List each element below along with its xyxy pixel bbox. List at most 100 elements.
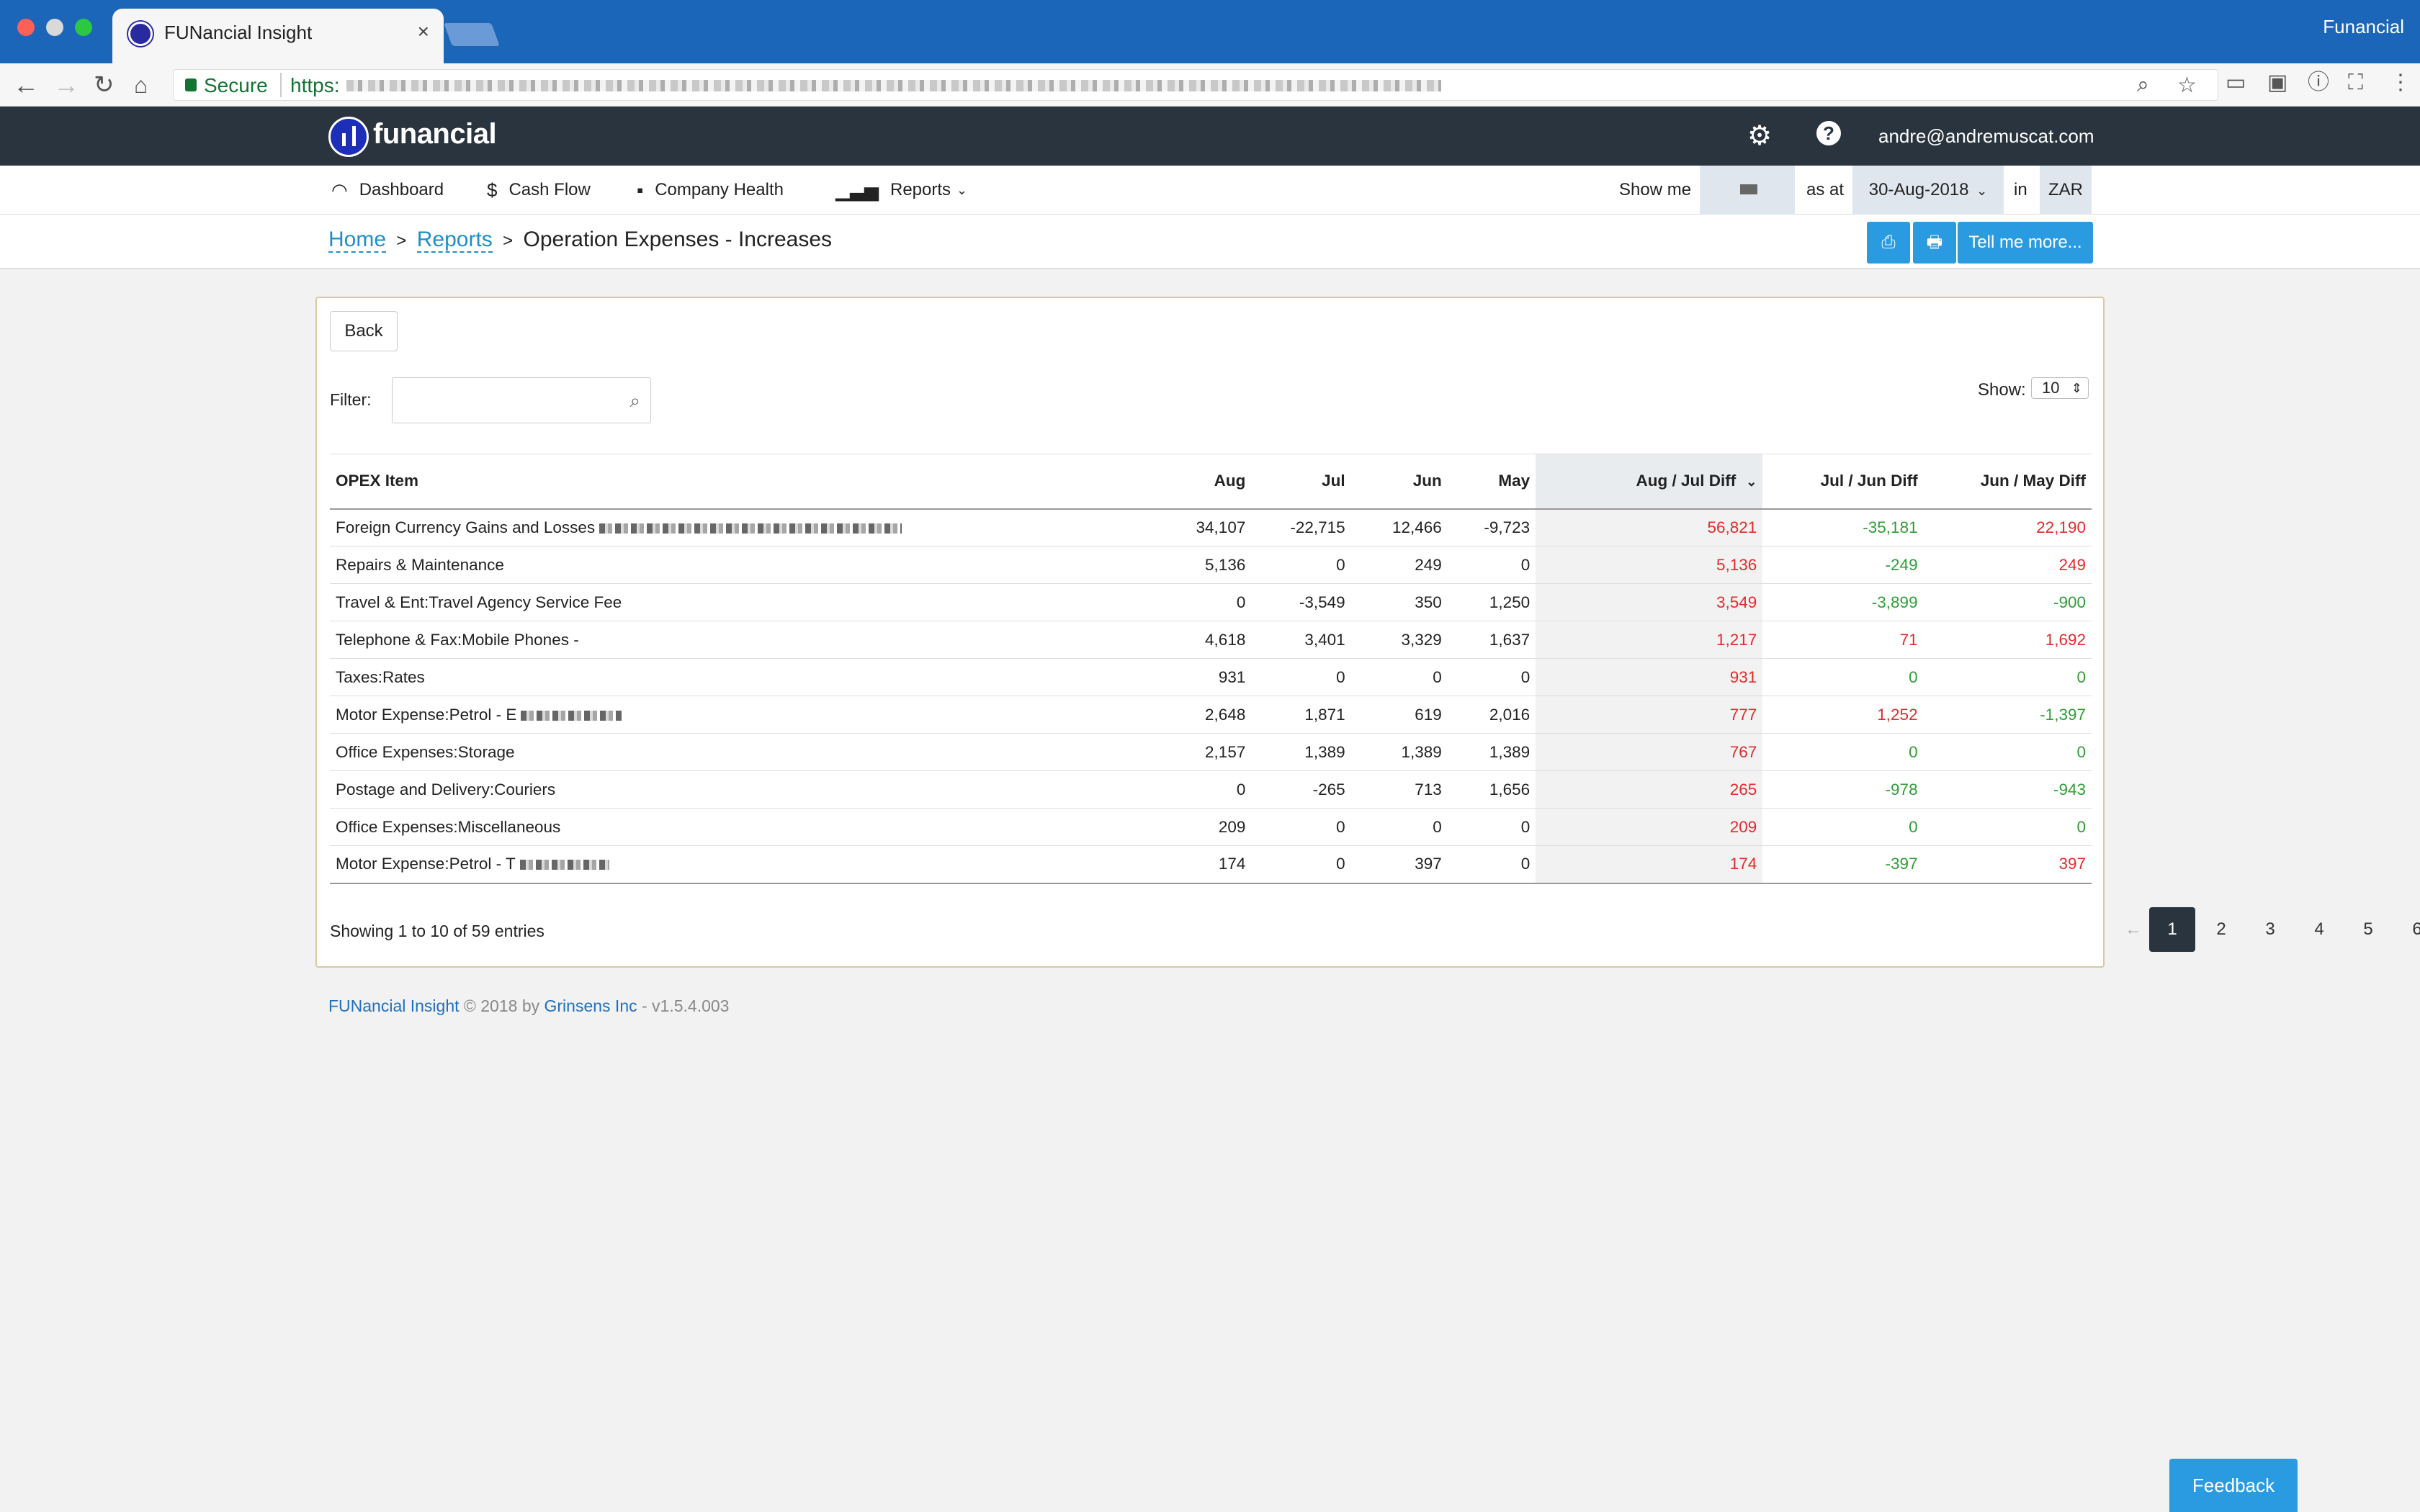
menu-dots-icon[interactable]: ⋮ xyxy=(2390,71,2411,94)
cell-aug-jul-diff: 209 xyxy=(1536,808,1763,846)
column-header-jun[interactable]: Jun xyxy=(1350,454,1448,510)
cell-jun-value: 12,466 xyxy=(1392,518,1442,536)
nav-company-health[interactable]: ▪ Company Health xyxy=(637,166,784,215)
cell-opex-item: Taxes:Rates xyxy=(330,658,1159,696)
table-row: Office Expenses:Miscellaneous 209 0 0 0 209 0 0 xyxy=(330,808,2092,846)
logo-text[interactable]: funancial xyxy=(373,118,497,150)
forward-arrow-icon[interactable]: → xyxy=(53,70,79,99)
cell-jul-value: 3,401 xyxy=(1304,630,1345,649)
cell-jun-may-diff: 0 xyxy=(1923,733,2092,771)
info-icon[interactable]: ⓘ xyxy=(2308,71,2329,94)
footer-product-link[interactable]: FUNancial Insight xyxy=(328,996,460,1015)
entity-selector[interactable] xyxy=(1700,166,1795,215)
user-email[interactable]: andre@andremuscat.com xyxy=(1878,125,2094,147)
currency-selector[interactable]: ZAR xyxy=(2040,166,2092,215)
gear-icon[interactable]: ⚙ xyxy=(1747,121,1773,151)
date-selector[interactable]: 30-Aug-2018 ⌄ xyxy=(1852,166,2004,215)
cell-jul-jun-diff-value: 0 xyxy=(1909,817,1918,836)
extension-icon[interactable]: ▣ xyxy=(2267,71,2288,94)
column-header-opex-item[interactable]: OPEX Item xyxy=(330,454,1159,510)
page-size-value: 10 xyxy=(2042,379,2060,397)
cell-jun-value: 397 xyxy=(1415,855,1442,873)
redacted-text xyxy=(599,523,902,534)
pagination-prev-button[interactable]: ← xyxy=(2125,919,2142,939)
page-size-select[interactable]: 10 ⇕ xyxy=(2031,377,2089,399)
home-icon[interactable]: ⌂ xyxy=(134,72,148,98)
in-label: in xyxy=(2014,180,2027,199)
pagination-page-6[interactable]: 6 xyxy=(2412,919,2420,939)
back-button[interactable]: Back xyxy=(330,311,398,351)
cell-jul-jun-diff-value: 1,252 xyxy=(1877,705,1918,724)
pagination-page-1[interactable]: 1 xyxy=(2149,907,2195,952)
filter-label: Filter: xyxy=(330,390,372,409)
sort-desc-icon: ⌄ xyxy=(1746,474,1757,490)
minimize-window-button[interactable] xyxy=(46,19,63,36)
logo-icon[interactable] xyxy=(328,117,369,157)
tell-me-more-button[interactable]: Tell me more... xyxy=(1958,222,2093,264)
zoom-icon[interactable]: ⌕ xyxy=(2137,73,2149,96)
help-icon[interactable]: ? xyxy=(1816,121,1841,145)
cell-aug: 209 xyxy=(1158,808,1252,846)
cast-icon[interactable]: ▭ xyxy=(2226,71,2246,94)
cell-aug: 2,157 xyxy=(1158,733,1252,771)
reload-icon[interactable]: ↻ xyxy=(94,71,115,99)
url-separator xyxy=(280,73,282,97)
maximize-window-button[interactable] xyxy=(75,19,92,36)
cell-aug: 34,107 xyxy=(1158,508,1252,546)
breadcrumb-bar: Home > Reports > Operation Expenses - In… xyxy=(0,215,2420,269)
column-header-may[interactable]: May xyxy=(1447,454,1536,510)
redacted-text xyxy=(519,860,609,870)
cell-may-value: 0 xyxy=(1520,817,1531,836)
print-button[interactable]: 🖶 xyxy=(1913,222,1956,264)
cell-aug-jul-diff-value: 174 xyxy=(1729,855,1757,873)
cell-may: 0 xyxy=(1447,845,1536,884)
printer-icon: 🖶 xyxy=(1926,233,1943,252)
browser-profile-name[interactable]: Funancial xyxy=(2323,16,2404,37)
breadcrumb-reports[interactable]: Reports xyxy=(416,228,493,253)
page-title: Operation Expenses - Increases xyxy=(523,228,833,251)
screenshot-icon[interactable]: ⛶ xyxy=(2348,71,2363,94)
nav-dashboard[interactable]: ◠ Dashboard xyxy=(331,166,444,215)
column-header-jul[interactable]: Jul xyxy=(1251,454,1351,510)
pagination-page-5[interactable]: 5 xyxy=(2363,919,2373,939)
url-text: https: xyxy=(290,74,340,96)
cell-jun-may-diff: 0 xyxy=(1923,808,2092,846)
pagination-page-2[interactable]: 2 xyxy=(2216,919,2226,939)
cell-may-value: 0 xyxy=(1520,667,1531,686)
filter-input[interactable]: ⌕ xyxy=(392,377,651,423)
pagination-page-3[interactable]: 3 xyxy=(2265,919,2275,939)
cell-may: 2,016 xyxy=(1447,696,1536,734)
pagination-page-4[interactable]: 4 xyxy=(2314,919,2324,939)
export-pdf-button[interactable]: ⎙ xyxy=(1867,222,1910,264)
feedback-button[interactable]: Feedback xyxy=(2169,1459,2298,1512)
address-bar[interactable]: Secure https: ⌕ ☆ xyxy=(173,69,2218,101)
cell-aug-value: 174 xyxy=(1218,855,1246,873)
close-window-button[interactable] xyxy=(17,19,35,36)
column-header-aug-jul-diff[interactable]: Aug / Jul Diff ⌄ xyxy=(1536,454,1763,510)
cell-jul-jun-diff: -3,899 xyxy=(1762,583,1924,621)
cell-aug-jul-diff: 1,217 xyxy=(1536,621,1763,659)
cell-opex-item-value: Office Expenses:Miscellaneous xyxy=(336,817,561,836)
speedometer-icon: ◠ xyxy=(331,179,348,201)
column-header-aug[interactable]: Aug xyxy=(1158,454,1252,510)
search-icon: ⌕ xyxy=(629,390,640,411)
column-header-jul-jun-diff[interactable]: Jul / Jun Diff xyxy=(1762,454,1924,510)
breadcrumb-home[interactable]: Home xyxy=(328,228,387,253)
table-row: Motor Expense:Petrol - E 2,648 1,871 619 2,0… xyxy=(330,696,2092,734)
cell-jul: 0 xyxy=(1251,845,1351,884)
browser-tab[interactable]: FUNancial Insight × xyxy=(112,9,444,63)
new-tab-button[interactable] xyxy=(444,23,500,46)
nav-reports[interactable]: ▁▃▅ Reports ⌄ xyxy=(835,166,967,215)
bookmark-star-icon[interactable]: ☆ xyxy=(2177,73,2197,97)
cell-opex-item: Motor Expense:Petrol - E xyxy=(330,696,1159,734)
nav-cash-flow[interactable]: $ Cash Flow xyxy=(487,166,591,215)
back-arrow-icon[interactable]: ← xyxy=(13,70,39,99)
tab-close-icon[interactable]: × xyxy=(417,20,429,42)
cell-jul: 1,871 xyxy=(1251,696,1351,734)
column-header-jun-may-diff[interactable]: Jun / May Diff xyxy=(1923,454,2092,510)
cell-jul-jun-diff-value: -978 xyxy=(1885,780,1918,798)
dollar-icon: $ xyxy=(487,179,498,201)
footer-company-link[interactable]: Grinsens Inc xyxy=(544,996,637,1015)
cell-aug-jul-diff: 265 xyxy=(1536,770,1763,809)
table-row: Postage and Delivery:Couriers 0 -265 713 1,6… xyxy=(330,770,2092,809)
